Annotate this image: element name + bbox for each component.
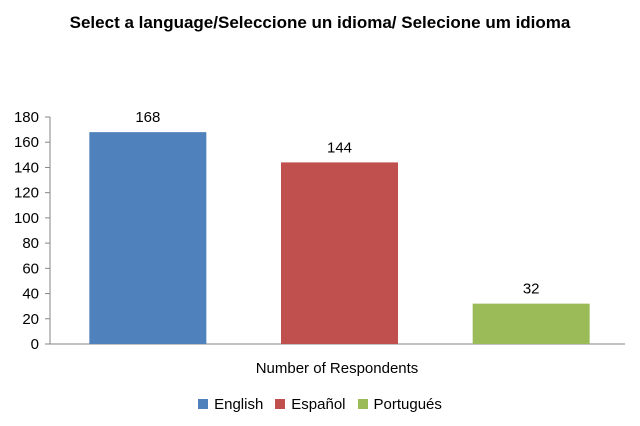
y-tick-label-0: 0 [31,336,39,353]
y-tick-label-9: 180 [14,109,39,126]
y-tick-label-1: 20 [22,311,39,328]
legend-swatch-0 [198,399,209,409]
y-tick-label-6: 120 [14,185,39,202]
legend-item-1: Español [275,395,346,413]
legend-item-2: Portugués [357,395,442,413]
data-label-group: 168 144 32 [135,109,539,298]
legend-swatch-2 [357,399,368,409]
bar-2 [472,303,590,344]
y-tick-label-3: 60 [22,260,39,277]
y-axis-ticks: 0 20 40 60 80 100 120 140 160 180 [14,109,50,353]
data-label-0: 168 [135,109,160,126]
data-label-1: 144 [327,139,352,156]
bar-group [89,132,590,344]
legend-swatch-1 [275,399,286,409]
y-tick-label-8: 160 [14,134,39,151]
legend-item-0: English [198,396,263,413]
legend-label-2: Portugués [373,395,442,413]
bar-1 [281,162,398,344]
legend-label-1: Español [291,395,346,413]
chart-title: Select a language/Seleccione un idioma/ … [69,13,571,32]
y-tick-label-4: 80 [22,235,39,252]
y-tick-label-7: 140 [14,159,39,176]
data-label-2: 32 [523,281,540,298]
y-tick-label-5: 100 [14,210,39,227]
y-tick-label-2: 40 [22,286,39,303]
x-axis-label: Number of Respondents [256,360,419,377]
legend: English Español Portugués [0,393,640,415]
legend-label-0: English [214,395,264,413]
bar-0 [89,132,207,344]
